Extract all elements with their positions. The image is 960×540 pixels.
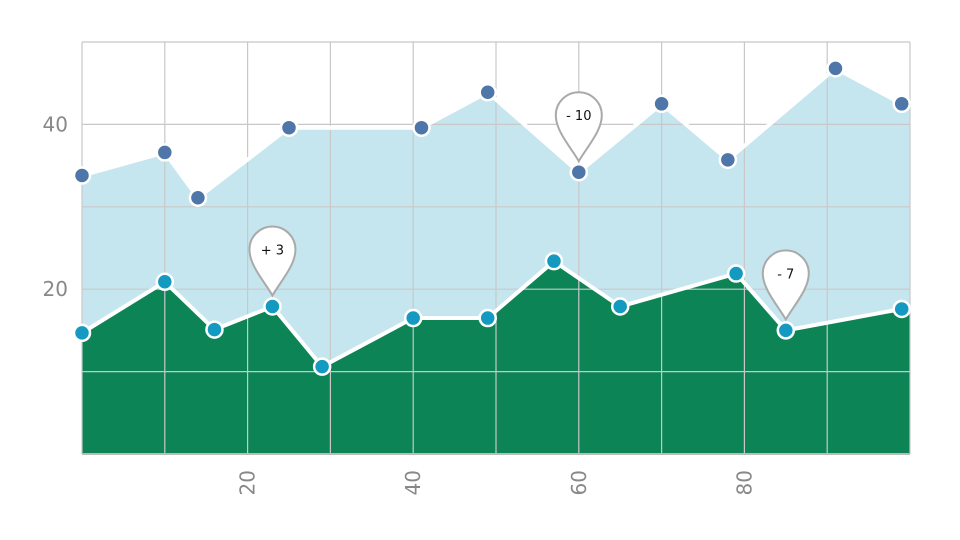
tick-labels: 20 40 20 40 60 80 (43, 112, 757, 495)
series-1-point-7 (569, 162, 589, 182)
series-2-point-10 (726, 264, 746, 283)
annotation-label: - 7 (777, 267, 794, 282)
series-2-point-2 (155, 272, 175, 292)
annotation-pin-shape (554, 91, 603, 164)
series-2-point-8 (544, 251, 564, 271)
annotation-pin-1: + 3 (248, 225, 297, 298)
series-1-point-3 (188, 188, 208, 207)
annotation-pin-shape (761, 249, 810, 322)
series-2-point-3 (205, 320, 224, 339)
series-2-point-5 (312, 357, 332, 376)
x-tick-label: 20 (236, 470, 260, 495)
series-2-point-1 (72, 323, 92, 343)
series-2-point-6 (403, 308, 423, 328)
data-points (72, 59, 911, 376)
annotation-label: - 10 (566, 109, 591, 124)
annotation-pin-shape (248, 225, 297, 298)
series-2-point-9 (610, 297, 630, 316)
annotations: + 3 - 10 - 7 (248, 91, 810, 322)
x-tick-label: 60 (567, 470, 591, 495)
series-1-point-8 (652, 94, 671, 114)
series-1-point-10 (826, 59, 845, 78)
series-1-point-11 (892, 94, 911, 114)
series-2-point-7 (478, 308, 497, 328)
y-tick-label: 20 (43, 277, 68, 301)
series-1-point-9 (718, 150, 738, 170)
series-1-point-1 (72, 166, 92, 185)
series-1-point-4 (279, 118, 299, 137)
series-2-point-11 (776, 321, 796, 340)
x-tick-label: 40 (401, 470, 425, 495)
annotation-pin-3: - 7 (761, 249, 810, 322)
series-2-point-4 (263, 297, 282, 316)
series-2-line (80, 259, 903, 369)
x-tick-label: 80 (732, 470, 756, 495)
series-1-point-5 (412, 118, 431, 137)
series-1-point-6 (478, 83, 497, 102)
series-1-point-2 (155, 143, 175, 162)
annotation-label: + 3 (261, 244, 284, 259)
annotation-pin-2: - 10 (554, 91, 603, 164)
series-2-point-12 (892, 299, 911, 319)
y-tick-label: 40 (43, 112, 68, 136)
